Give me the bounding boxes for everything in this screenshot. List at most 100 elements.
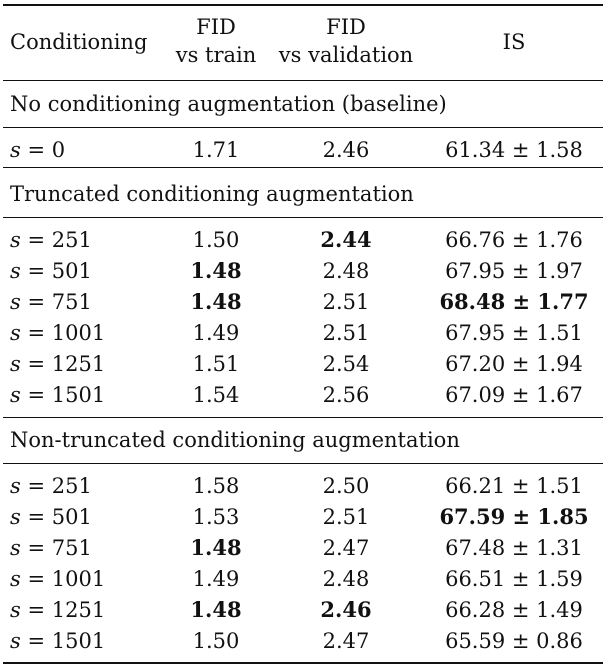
s-value: 251 [51, 474, 92, 498]
equals: = [20, 567, 52, 591]
cell-fid-validation: 2.47 [322, 536, 370, 560]
equals: = [20, 505, 52, 529]
header-fid-train-line2: vs train [175, 43, 257, 67]
header-fid-validation: FID vs validation [272, 13, 420, 69]
cell-fid-validation: 2.47 [322, 629, 370, 653]
cell-fid-validation: 2.51 [322, 290, 370, 314]
cell-fid-validation: 2.46 [322, 138, 370, 162]
var-s: s [10, 598, 21, 622]
table-row: s = 1251 1.51 2.54 67.20 ± 1.94 [0, 349, 606, 379]
var-s: s [10, 383, 21, 407]
equals: = [20, 290, 52, 314]
cell-is: 67.95 ± 1.51 [445, 321, 583, 345]
var-s: s [10, 259, 21, 283]
header-fid-train: FID vs train [160, 13, 272, 69]
section-title: No conditioning augmentation (baseline) [10, 92, 447, 116]
var-s: s [10, 629, 21, 653]
section-rule [3, 417, 603, 418]
table-row: s = 251 1.58 2.50 66.21 ± 1.51 [0, 471, 606, 501]
cell-fid-validation: 2.48 [322, 259, 370, 283]
cell-conditioning: s = 501 [10, 256, 92, 286]
cell-fid-train: 1.50 [192, 228, 240, 252]
equals: = [20, 536, 52, 560]
equals: = [20, 259, 52, 283]
cell-conditioning: s = 1001 [10, 564, 105, 594]
cell-fid-train: 1.54 [192, 383, 240, 407]
cell-fid-train: 1.48 [190, 535, 242, 560]
cell-fid-validation: 2.48 [322, 567, 370, 591]
cell-is: 67.20 ± 1.94 [445, 352, 583, 376]
cell-is: 66.28 ± 1.49 [445, 598, 583, 622]
var-s: s [10, 321, 21, 345]
s-value: 1001 [51, 321, 106, 345]
cell-conditioning: s = 1251 [10, 595, 105, 625]
var-s: s [10, 567, 21, 591]
header-is: IS [502, 30, 526, 54]
cell-fid-validation: 2.50 [322, 474, 370, 498]
section-title: Truncated conditioning augmentation [10, 182, 414, 206]
cell-fid-validation: 2.51 [322, 505, 370, 529]
s-value: 1001 [51, 567, 106, 591]
table-row: s = 1001 1.49 2.48 66.51 ± 1.59 [0, 564, 606, 594]
header-rule [3, 80, 603, 81]
header-fid-val-line2: vs validation [278, 43, 414, 67]
cell-is: 67.09 ± 1.67 [445, 383, 583, 407]
bottom-rule [3, 662, 603, 664]
cell-fid-train: 1.48 [190, 289, 242, 314]
cell-is: 67.48 ± 1.31 [445, 536, 583, 560]
table-row: s = 501 1.53 2.51 67.59 ± 1.85 [0, 502, 606, 532]
s-value: 1251 [51, 352, 106, 376]
section-header-rule [3, 217, 603, 218]
cell-conditioning: s = 751 [10, 533, 92, 563]
cell-is: 67.59 ± 1.85 [439, 504, 589, 529]
cell-conditioning: s = 1001 [10, 318, 105, 348]
cell-fid-train: 1.51 [192, 352, 240, 376]
cell-is: 67.95 ± 1.97 [445, 259, 583, 283]
cell-fid-validation: 2.44 [320, 227, 372, 252]
cell-conditioning: s = 1251 [10, 349, 105, 379]
var-s: s [10, 536, 21, 560]
section-title: Non-truncated conditioning augmentation [10, 428, 460, 452]
header-fid-train-line1: FID [196, 15, 236, 39]
cell-fid-train: 1.53 [192, 505, 240, 529]
table-row: s = 751 1.48 2.47 67.48 ± 1.31 [0, 533, 606, 563]
cell-is: 65.59 ± 0.86 [445, 629, 583, 653]
equals: = [20, 352, 52, 376]
var-s: s [10, 228, 21, 252]
cell-conditioning: s = 0 [10, 135, 65, 165]
cell-fid-train: 1.71 [192, 138, 240, 162]
cell-is: 66.21 ± 1.51 [445, 474, 583, 498]
equals: = [20, 138, 52, 162]
s-value: 0 [51, 138, 66, 162]
cell-conditioning: s = 501 [10, 502, 92, 532]
equals: = [20, 383, 52, 407]
equals: = [20, 629, 52, 653]
cell-is: 68.48 ± 1.77 [439, 289, 589, 314]
cell-conditioning: s = 1501 [10, 626, 105, 656]
cell-fid-train: 1.48 [190, 597, 242, 622]
header-row: Conditioning FID vs train FID vs validat… [0, 8, 606, 74]
cell-conditioning: s = 251 [10, 471, 92, 501]
cell-conditioning: s = 1501 [10, 380, 105, 410]
s-value: 501 [51, 505, 92, 529]
cell-is: 61.34 ± 1.58 [445, 138, 583, 162]
equals: = [20, 474, 52, 498]
s-value: 1501 [51, 629, 106, 653]
cell-fid-validation: 2.46 [320, 597, 372, 622]
section-header-rule [3, 463, 603, 464]
s-value: 501 [51, 259, 92, 283]
cell-conditioning: s = 751 [10, 287, 92, 317]
table-row: s = 1501 1.54 2.56 67.09 ± 1.67 [0, 380, 606, 410]
table-row: s = 1001 1.49 2.51 67.95 ± 1.51 [0, 318, 606, 348]
s-value: 751 [51, 536, 92, 560]
cell-fid-validation: 2.51 [322, 321, 370, 345]
var-s: s [10, 352, 21, 376]
cell-fid-validation: 2.54 [322, 352, 370, 376]
cell-fid-validation: 2.56 [322, 383, 370, 407]
top-rule [3, 4, 603, 6]
s-value: 751 [51, 290, 92, 314]
equals: = [20, 598, 52, 622]
var-s: s [10, 290, 21, 314]
s-value: 1501 [51, 383, 106, 407]
